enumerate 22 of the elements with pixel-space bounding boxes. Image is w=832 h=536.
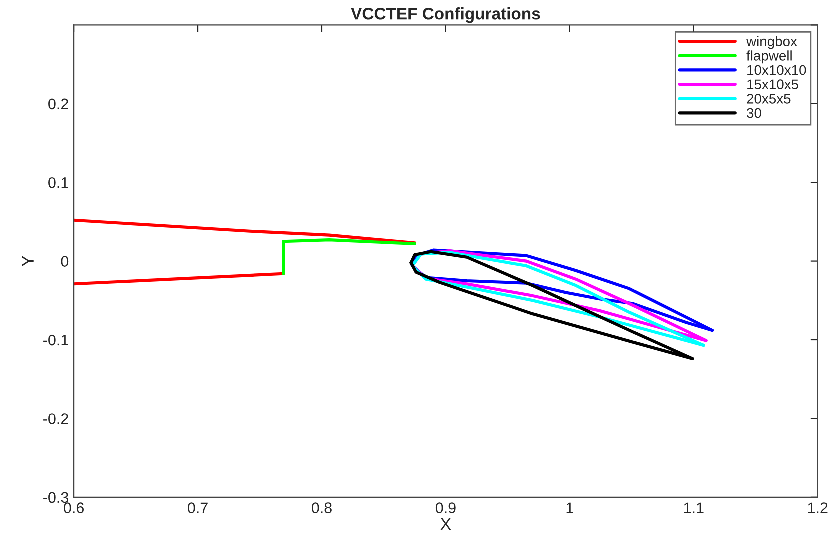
legend-label: 10x10x10 [748, 65, 806, 76]
x-tick-label: 0.7 [188, 502, 208, 514]
x-tick-label: 1.2 [808, 502, 828, 514]
x-tick-label: 0.8 [312, 502, 332, 514]
y-tick-label: 0.2 [48, 98, 68, 110]
legend-label: flapwell [746, 50, 792, 64]
y-tick-label: -0.1 [44, 334, 68, 346]
legend-label: wingbox [746, 36, 798, 50]
y-tick-label: 0.1 [48, 177, 68, 188]
y-tick-label: -0.3 [44, 492, 69, 504]
y-tick-label: -0.2 [44, 414, 68, 424]
legend-label: 20x5x5 [747, 94, 791, 104]
x-tick-label: 0.9 [436, 502, 456, 514]
y-axis-title: Y [22, 256, 34, 266]
legend-label: 30 [747, 108, 762, 118]
legend-label: 15x10x5 [748, 80, 798, 90]
x-axis-title: X [440, 518, 452, 530]
x-tick-label: 1.1 [684, 502, 704, 514]
x-tick-label: 1 [566, 502, 574, 514]
y-tick-label: 0 [61, 256, 69, 267]
chart-title: VCCTEF Configurations [351, 8, 540, 24]
x-tick-label: 0.6 [64, 502, 84, 514]
